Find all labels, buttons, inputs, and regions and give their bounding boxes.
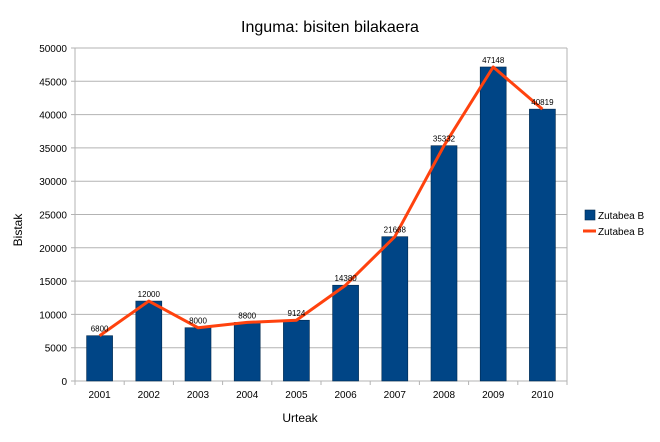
bar — [381, 236, 409, 382]
y-tick-label: 40000 — [39, 111, 67, 122]
data-label: 21668 — [384, 226, 407, 235]
x-tick-label: 2007 — [384, 390, 407, 401]
y-axis-label: Bistak — [11, 213, 25, 247]
y-tick-label: 0 — [61, 377, 67, 388]
x-tick-label: 2008 — [433, 390, 456, 401]
bar — [86, 335, 113, 382]
bar — [283, 319, 310, 382]
bar — [332, 284, 359, 382]
x-tick-label: 2006 — [334, 390, 357, 401]
data-label: 9124 — [288, 309, 306, 318]
y-tick-label: 25000 — [39, 211, 67, 222]
bar — [233, 322, 261, 382]
data-label: 40819 — [531, 98, 554, 107]
legend-line-label: Zutabea B — [598, 227, 644, 238]
bar — [184, 327, 212, 382]
bar — [479, 66, 507, 382]
y-tick-label: 50000 — [39, 44, 67, 55]
legend-bar-label: Zutabea B — [598, 211, 644, 222]
x-tick-label: 2009 — [482, 390, 505, 401]
data-label: 47148 — [482, 56, 505, 65]
y-tick-label: 10000 — [39, 310, 67, 321]
x-tick-label: 2003 — [187, 390, 210, 401]
y-tick-label: 45000 — [39, 77, 67, 88]
x-tick-label: 2001 — [88, 390, 111, 401]
y-tick-label: 20000 — [39, 244, 67, 255]
data-label: 14380 — [334, 274, 357, 283]
data-label: 8000 — [189, 317, 207, 326]
data-label: 6800 — [91, 325, 109, 334]
bar — [135, 300, 163, 382]
line-series — [98, 65, 544, 337]
x-tick-label: 2005 — [285, 390, 308, 401]
data-label: 35332 — [433, 135, 456, 144]
x-tick-label: 2004 — [236, 390, 259, 401]
chart-title: Inguma: bisiten bilakaera — [241, 19, 419, 36]
x-axis-label: Urteak — [282, 411, 318, 425]
data-label: 12000 — [138, 290, 161, 299]
y-tick-label: 5000 — [45, 344, 68, 355]
data-label: 8800 — [238, 311, 256, 320]
bar — [529, 108, 556, 382]
bar — [430, 145, 458, 382]
y-tick-label: 35000 — [39, 144, 67, 155]
legend-bar-swatch — [584, 209, 596, 221]
x-tick-label: 2010 — [531, 390, 554, 401]
y-tick-label: 15000 — [39, 277, 67, 288]
x-tick-label: 2002 — [138, 390, 161, 401]
y-tick-label: 30000 — [39, 177, 67, 188]
